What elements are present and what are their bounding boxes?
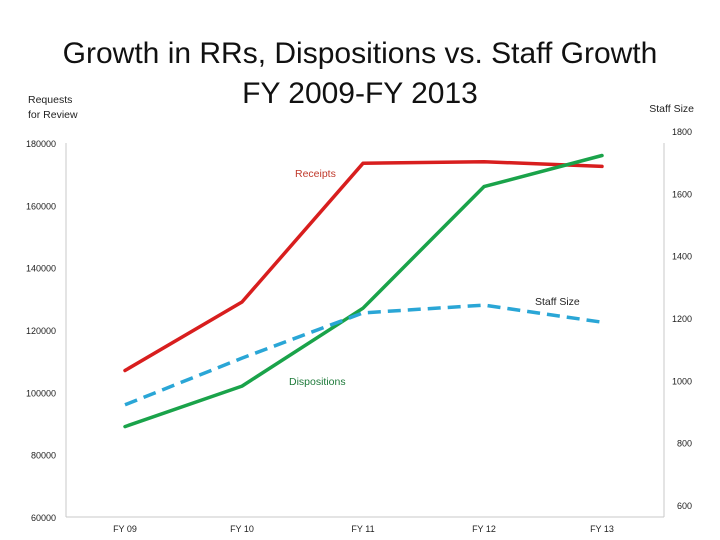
x-tick-label: FY 09 bbox=[113, 524, 137, 534]
x-tick-label: FY 10 bbox=[230, 524, 254, 534]
y-left-tick-label: 120000 bbox=[26, 326, 56, 336]
y-right-tick-label: 800 bbox=[677, 439, 692, 449]
y-axis-left-ticks: 180000 160000 140000 120000 100000 80000 60000 bbox=[26, 139, 56, 523]
y-left-tick-label: 140000 bbox=[26, 264, 56, 274]
series-annotation: Dispositions bbox=[289, 376, 346, 388]
y-left-tick-label: 160000 bbox=[26, 201, 56, 211]
y-right-tick-label: 1400 bbox=[672, 252, 692, 262]
y-axis-right-title: Staff Size bbox=[649, 103, 694, 115]
series-annotation: Receipts bbox=[295, 168, 336, 180]
y-right-tick-label: 1200 bbox=[672, 314, 692, 324]
series-annotation: Staff Size bbox=[535, 296, 580, 308]
y-left-tick-label: 180000 bbox=[26, 139, 56, 149]
y-right-tick-label: 1600 bbox=[672, 189, 692, 199]
x-tick-label: FY 13 bbox=[590, 524, 614, 534]
y-axis-left-title-line-2: for Review bbox=[28, 109, 78, 121]
y-axis-left-title-line-1: Requests bbox=[28, 94, 72, 106]
chart-title-line-2: FY 2009-FY 2013 bbox=[242, 77, 478, 110]
y-left-tick-label: 100000 bbox=[26, 388, 56, 398]
y-right-tick-label: 1000 bbox=[672, 376, 692, 386]
y-left-tick-label: 80000 bbox=[31, 451, 56, 461]
series-lines bbox=[123, 153, 604, 429]
x-tick-label: FY 11 bbox=[351, 524, 374, 534]
y-left-tick-label: 60000 bbox=[31, 513, 56, 523]
chart-title: Growth in RRs, Dispositions vs. Staff Gr… bbox=[0, 34, 720, 114]
y-right-tick-label: 600 bbox=[677, 501, 692, 511]
y-axis-right-ticks: 1800 1600 1400 1200 1000 800 600 bbox=[672, 127, 692, 511]
series-annotations: Receipts Dispositions Staff Size bbox=[289, 168, 580, 388]
series-line-staff-size bbox=[124, 303, 603, 407]
x-axis-ticks: FY 09 FY 10 FY 11 FY 12 FY 13 bbox=[113, 524, 614, 534]
y-right-tick-label: 1800 bbox=[672, 127, 692, 137]
chart-title-line-1: Growth in RRs, Dispositions vs. Staff Gr… bbox=[62, 37, 658, 70]
series-line-receipts bbox=[123, 159, 604, 373]
series-line-dispositions bbox=[123, 153, 604, 429]
x-tick-label: FY 12 bbox=[472, 524, 496, 534]
